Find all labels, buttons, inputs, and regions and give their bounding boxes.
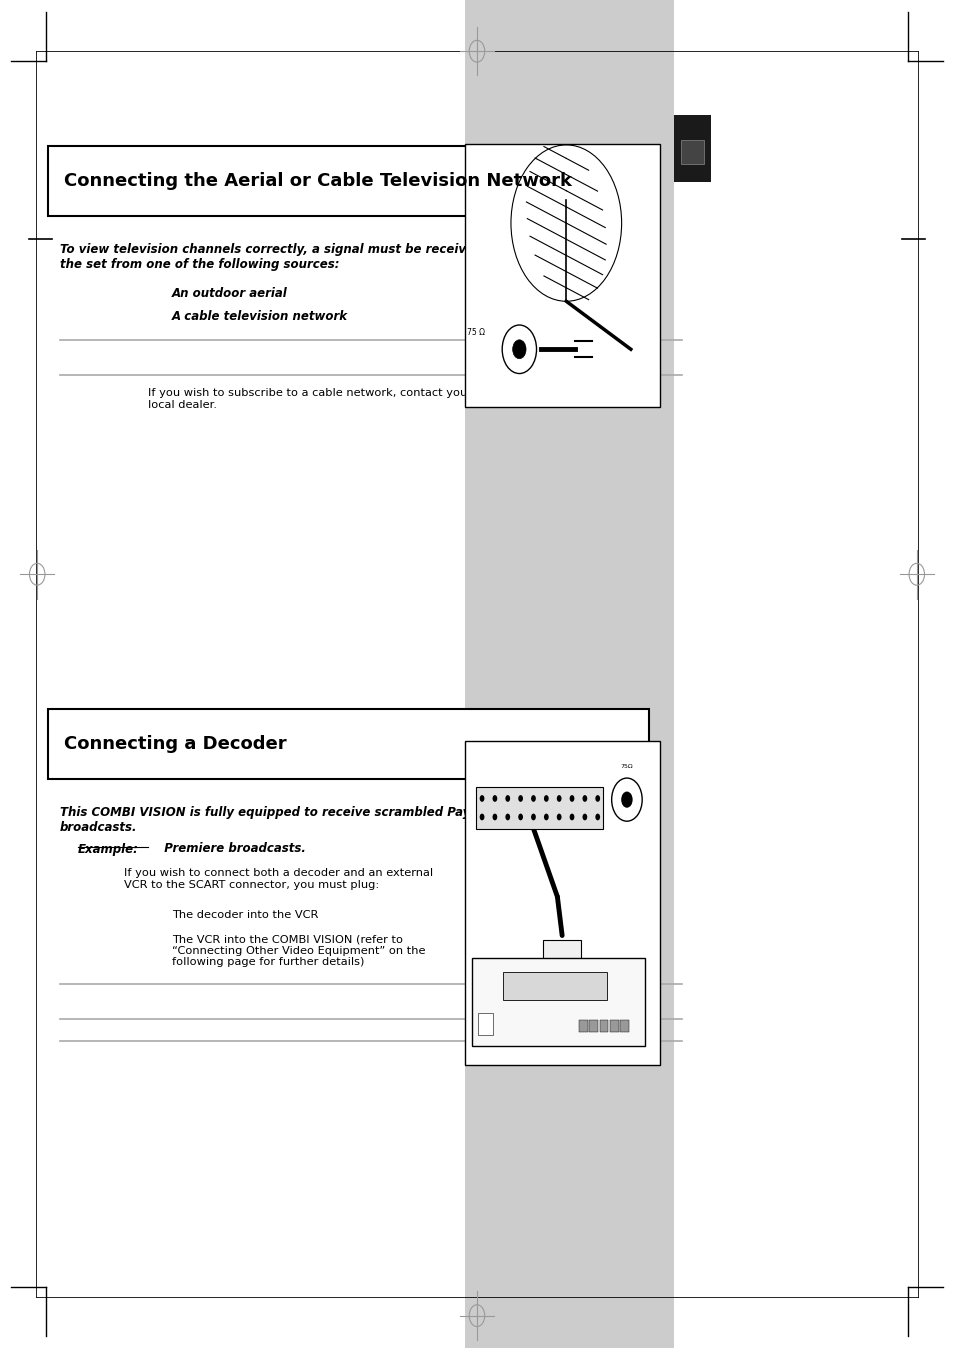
FancyBboxPatch shape: [48, 146, 648, 216]
Circle shape: [557, 814, 561, 821]
Bar: [610, 1020, 618, 1033]
Text: This COMBI VISION is fully equipped to receive scrambled Pay TV
broadcasts.: This COMBI VISION is fully equipped to r…: [60, 806, 491, 834]
Bar: [578, 1020, 587, 1033]
Bar: [599, 1020, 608, 1033]
Text: If you wish to connect both a decoder and an external
VCR to the SCART connector: If you wish to connect both a decoder an…: [124, 868, 433, 890]
Text: The VCR into the COMBI VISION (refer to
“Connecting Other Video Equipment” on th: The VCR into the COMBI VISION (refer to …: [172, 934, 425, 968]
Circle shape: [501, 325, 536, 373]
Circle shape: [543, 795, 548, 802]
Polygon shape: [531, 1217, 603, 1260]
Bar: [472, 958, 644, 1046]
Circle shape: [492, 795, 497, 802]
Circle shape: [595, 814, 599, 821]
Text: Premiere broadcasts.: Premiere broadcasts.: [155, 842, 305, 856]
Circle shape: [531, 795, 536, 802]
Text: Connecting the Aerial or Cable Television Network: Connecting the Aerial or Cable Televisio…: [64, 171, 571, 190]
Text: Example:: Example:: [78, 842, 139, 856]
Text: An outdoor aerial: An outdoor aerial: [172, 287, 287, 301]
Text: A cable television network: A cable television network: [172, 310, 348, 324]
Circle shape: [517, 795, 522, 802]
Circle shape: [505, 795, 510, 802]
FancyBboxPatch shape: [464, 0, 674, 1348]
FancyBboxPatch shape: [464, 144, 659, 407]
Bar: [542, 940, 580, 973]
Text: 75 Ω: 75 Ω: [467, 328, 485, 337]
FancyBboxPatch shape: [674, 115, 710, 182]
Text: The decoder into the VCR: The decoder into the VCR: [172, 910, 317, 919]
Circle shape: [531, 814, 536, 821]
Circle shape: [569, 795, 574, 802]
Circle shape: [492, 814, 497, 821]
Circle shape: [543, 814, 548, 821]
Circle shape: [569, 814, 574, 821]
Bar: [619, 1020, 628, 1033]
Text: Connecting a Decoder: Connecting a Decoder: [64, 735, 286, 754]
Circle shape: [582, 814, 587, 821]
Circle shape: [479, 814, 484, 821]
FancyBboxPatch shape: [48, 709, 648, 779]
Bar: [589, 1020, 598, 1033]
Text: 75Ω: 75Ω: [620, 763, 633, 768]
Bar: [680, 140, 703, 164]
Circle shape: [595, 795, 599, 802]
Circle shape: [620, 791, 632, 807]
Bar: [477, 1014, 493, 1035]
Text: If you wish to subscribe to a cable network, contact your
local dealer.: If you wish to subscribe to a cable netw…: [148, 388, 472, 410]
Bar: [503, 972, 606, 1000]
Circle shape: [557, 795, 561, 802]
Circle shape: [611, 778, 641, 821]
Text: To view television channels correctly, a signal must be received by
the set from: To view television channels correctly, a…: [60, 243, 502, 271]
Circle shape: [512, 340, 525, 359]
Circle shape: [505, 814, 510, 821]
Circle shape: [479, 795, 484, 802]
Bar: [476, 787, 603, 829]
Circle shape: [517, 814, 522, 821]
FancyBboxPatch shape: [464, 741, 659, 1065]
Circle shape: [582, 795, 587, 802]
